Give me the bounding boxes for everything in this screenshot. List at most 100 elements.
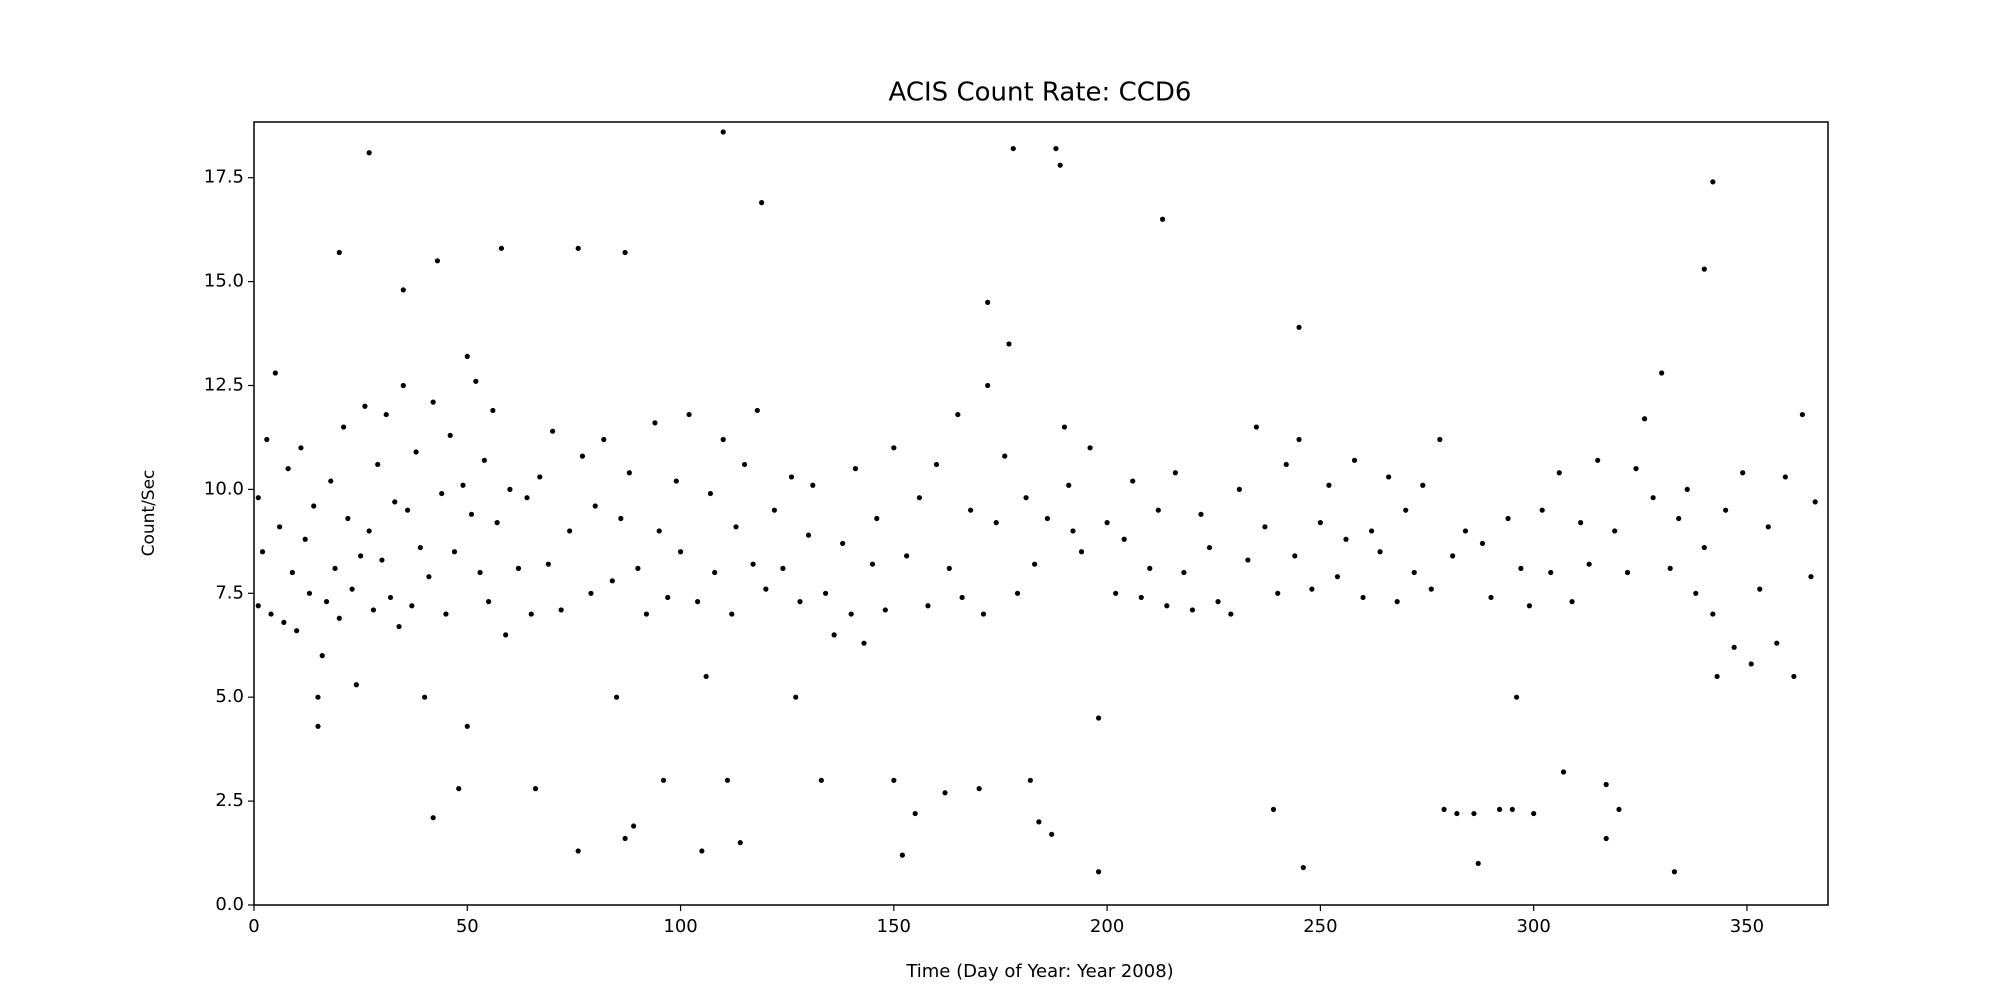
data-point [968, 507, 974, 513]
data-point [874, 515, 880, 522]
data-point [524, 495, 530, 501]
data-point [464, 353, 470, 360]
x-tick-label: 0 [248, 916, 259, 937]
data-point [1595, 457, 1601, 463]
data-point [810, 482, 816, 488]
data-point [720, 129, 726, 135]
data-point [1010, 145, 1016, 152]
data-point [1782, 474, 1788, 480]
data-point [729, 611, 735, 617]
data-point [1326, 482, 1332, 488]
data-point [1676, 515, 1682, 522]
data-point [1569, 599, 1575, 605]
data-point [1548, 569, 1554, 576]
data-point [1791, 673, 1797, 680]
data-point [366, 528, 372, 534]
data-point [1245, 557, 1251, 563]
data-point [626, 470, 632, 476]
data-point [1275, 590, 1281, 596]
data-point [456, 786, 462, 792]
data-point [686, 411, 692, 418]
data-point [1121, 536, 1127, 542]
data-point [1006, 341, 1012, 347]
data-point [1641, 416, 1648, 422]
data-point [1236, 486, 1242, 492]
y-tick-label: 17.5 [204, 167, 244, 188]
data-point [1531, 810, 1537, 817]
chart-title: ACIS Count Rate: CCD6 [889, 78, 1192, 108]
data-point [430, 815, 436, 821]
data-point [1228, 611, 1234, 617]
data-point [613, 694, 620, 700]
data-point [1586, 561, 1592, 567]
data-point [1057, 162, 1063, 168]
data-point [1334, 574, 1341, 580]
data-point [1671, 869, 1678, 875]
data-point [537, 474, 543, 480]
data-point [673, 478, 679, 484]
data-point [549, 428, 556, 434]
data-point [793, 694, 799, 700]
data-point [1113, 590, 1119, 596]
data-point [298, 445, 304, 451]
data-point [1437, 436, 1443, 443]
x-tick-label: 150 [877, 916, 911, 937]
data-point [643, 611, 650, 617]
data-point [916, 495, 923, 501]
data-point [272, 370, 278, 376]
data-point [276, 524, 283, 530]
data-point [311, 503, 317, 509]
data-point [703, 673, 709, 680]
data-point [1441, 806, 1447, 813]
data-point [1351, 457, 1358, 463]
data-point [1560, 769, 1567, 775]
data-point [507, 486, 513, 492]
data-point [430, 399, 436, 405]
data-point [1812, 499, 1818, 505]
data-point [754, 407, 760, 414]
y-axis-label: Count/Sec [139, 470, 159, 557]
data-point [1450, 553, 1456, 559]
data-point [741, 461, 748, 468]
data-point [771, 507, 778, 513]
data-point [1066, 482, 1072, 488]
data-point [1808, 574, 1814, 580]
data-point [592, 503, 598, 509]
data-point [712, 569, 718, 576]
data-point [417, 544, 423, 551]
data-point [1526, 603, 1533, 609]
data-point [1479, 540, 1486, 547]
data-point [464, 723, 470, 729]
data-point [588, 590, 594, 596]
data-point [1296, 324, 1302, 330]
data-point [1748, 661, 1754, 667]
data-point [477, 569, 483, 576]
data-point [1270, 806, 1277, 813]
data-point [737, 840, 743, 846]
data-point [332, 565, 338, 571]
data-point [1368, 528, 1375, 534]
data-point [1049, 831, 1055, 837]
data-point [1616, 806, 1622, 813]
data-point [1181, 569, 1187, 576]
data-point [882, 607, 888, 613]
data-point [268, 611, 274, 617]
data-point [460, 482, 466, 488]
data-point [1710, 179, 1716, 185]
data-point [439, 490, 445, 497]
data-point [1723, 507, 1729, 513]
x-axis-label: Time (Day of Year: Year 2008) [905, 961, 1173, 982]
data-point [665, 594, 671, 601]
data-point [451, 549, 458, 555]
y-tick-label: 10.0 [204, 478, 244, 499]
data-point [750, 561, 756, 567]
data-point [1667, 565, 1673, 571]
data-point [1044, 515, 1050, 522]
data-point [1155, 507, 1161, 513]
data-point [985, 382, 991, 389]
data-point [1189, 607, 1196, 613]
y-tick-label: 2.5 [215, 790, 244, 811]
data-point [498, 245, 505, 251]
data-point [362, 403, 368, 409]
data-point [426, 574, 432, 580]
